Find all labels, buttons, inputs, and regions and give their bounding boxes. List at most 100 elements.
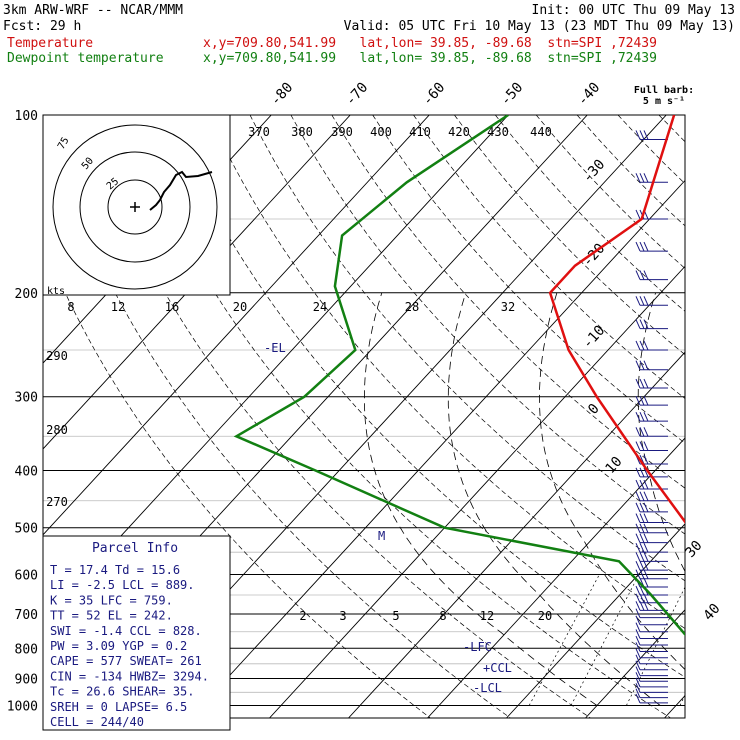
wind-legend-line2: 5 m s⁻¹ (643, 96, 685, 107)
wind-barb-flag (643, 411, 649, 422)
level-marker: -LCL (473, 681, 502, 695)
wind-barb-flag (643, 542, 649, 553)
wind-barb-flag (639, 360, 645, 370)
dry-adiabat-line (331, 115, 685, 489)
wind-barb (635, 491, 668, 502)
isotherm-line (585, 609, 685, 718)
wind-barb-flag (635, 542, 641, 553)
wind-barb-flag (643, 130, 649, 140)
mixing-ratio-label: 5 (392, 609, 399, 623)
plot-frame (42, 114, 686, 719)
wind-barb-flag (635, 378, 641, 389)
wind-barb-flag (635, 615, 641, 625)
wind-barb (635, 467, 668, 478)
wind-barb (635, 340, 668, 351)
wind-barb-flag (635, 395, 641, 406)
wind-barb-flag (635, 648, 641, 658)
wind-barb-flag (635, 411, 641, 422)
isotherm-label: -30 (580, 157, 609, 187)
wind-barb-flag (635, 608, 641, 618)
wind-barb-flag (643, 296, 649, 306)
hodograph-trace (149, 170, 213, 211)
parcel-info-frame (42, 535, 231, 731)
wind-barb-flag (639, 395, 645, 406)
wind-barb-flag (639, 601, 645, 611)
wind-barb-flag (635, 491, 641, 501)
wind-barb (635, 622, 668, 633)
pressure-tick-label: 600 (15, 568, 38, 583)
parcel-info-box: Parcel Info T = 17.4 Td = 15.6LI = -2.5 … (42, 535, 231, 731)
isotherm-label: -50 (498, 80, 527, 110)
parcel-info-row: K = 35 LFC = 759. (50, 593, 173, 607)
wind-barb-flag (643, 552, 649, 562)
init-time: Init: 00 UTC Thu 09 May 13 (532, 3, 736, 18)
theta-label: 430 (487, 125, 509, 139)
wind-barb-flag (635, 622, 641, 632)
wind-barb (635, 629, 668, 639)
dry-adiabat-line (658, 115, 685, 143)
isotherm-label: -70 (343, 80, 372, 110)
wind-barb (635, 441, 668, 452)
wind-barb (635, 502, 668, 513)
wind-barb-flag (639, 552, 645, 562)
wind-barb-flag (643, 319, 649, 329)
mixing-ratio-label: 8 (439, 609, 446, 623)
parcel-info-row: SREH = 0 LAPSE= 6.5 (50, 700, 187, 714)
wind-barb-flag (635, 209, 641, 220)
level-marker: M (378, 529, 385, 543)
wind-barb-flag (643, 241, 649, 252)
isotherm-line (269, 265, 685, 718)
wind-barb (635, 411, 668, 422)
isotherm-label: 40 (700, 601, 723, 624)
wind-barb-flag (635, 693, 641, 704)
upper-axis-tick-label: 28 (405, 300, 419, 314)
upper-axis-tick-label: 24 (313, 300, 327, 314)
hodograph-ring-50 (79, 151, 191, 263)
parcel-info-row: CIN = -134 HWBZ= 3294. (50, 669, 209, 683)
wind-barb-flag (643, 395, 649, 406)
wind-barb-flag (639, 533, 645, 543)
theta-label-lower: 290 (46, 349, 68, 363)
moist-adiabat-line (538, 292, 685, 671)
wind-barb-flag (643, 454, 649, 465)
level-marker: +CCL (483, 661, 512, 675)
wind-barb-flag (643, 491, 649, 501)
wind-barb (635, 378, 668, 389)
wind-barb-flag (643, 378, 649, 389)
forecast-hour: Fcst: 29 h (3, 19, 81, 34)
wind-barb-legend: Full barb: 5 m s⁻¹ (634, 85, 694, 107)
wind-barb-flag (635, 654, 641, 665)
wind-barb-flag (639, 241, 645, 252)
wind-barb-flag (639, 173, 645, 183)
dewpoint-legend: Dewpoint temperature (7, 51, 164, 66)
sounding-profiles (233, 115, 685, 637)
dry-adiabat-line (167, 115, 685, 678)
wind-barb-flag (635, 560, 641, 571)
wind-barb (635, 270, 668, 281)
wind-barb-flag (635, 241, 641, 252)
wind-barb-flag (635, 593, 641, 603)
wind-barb (635, 654, 668, 665)
wind-barb-flag (635, 467, 641, 478)
dry-adiabat-line (208, 115, 685, 629)
wind-barb-flag (635, 319, 641, 329)
hodograph-ring-75 (52, 124, 218, 290)
moist-adiabat-line (363, 292, 598, 706)
valid-time: Valid: 05 UTC Fri 10 May 13 (23 MDT Thu … (344, 19, 735, 34)
wind-barb (635, 533, 668, 544)
pressure-tick-label: 400 (15, 465, 38, 480)
dewpoint-profile (233, 115, 685, 637)
mixing-ratio-label: 20 (538, 609, 552, 623)
wind-barb-flag (639, 270, 645, 280)
moist-adiabat-line (447, 292, 661, 706)
hodograph-center-mark (130, 202, 140, 212)
wind-barb-flag (639, 411, 645, 422)
wind-barb-flag (639, 502, 645, 513)
parcel-info-row: TT = 52 EL = 242. (50, 609, 173, 623)
dry-adiabat-line (290, 115, 685, 535)
wind-barb-flag (643, 593, 649, 603)
upper-axis-tick-label: 20 (233, 300, 247, 314)
pressure-tick-label: 100 (15, 109, 38, 124)
wind-barb-flag (643, 340, 649, 351)
wind-barb-flag (643, 479, 649, 490)
